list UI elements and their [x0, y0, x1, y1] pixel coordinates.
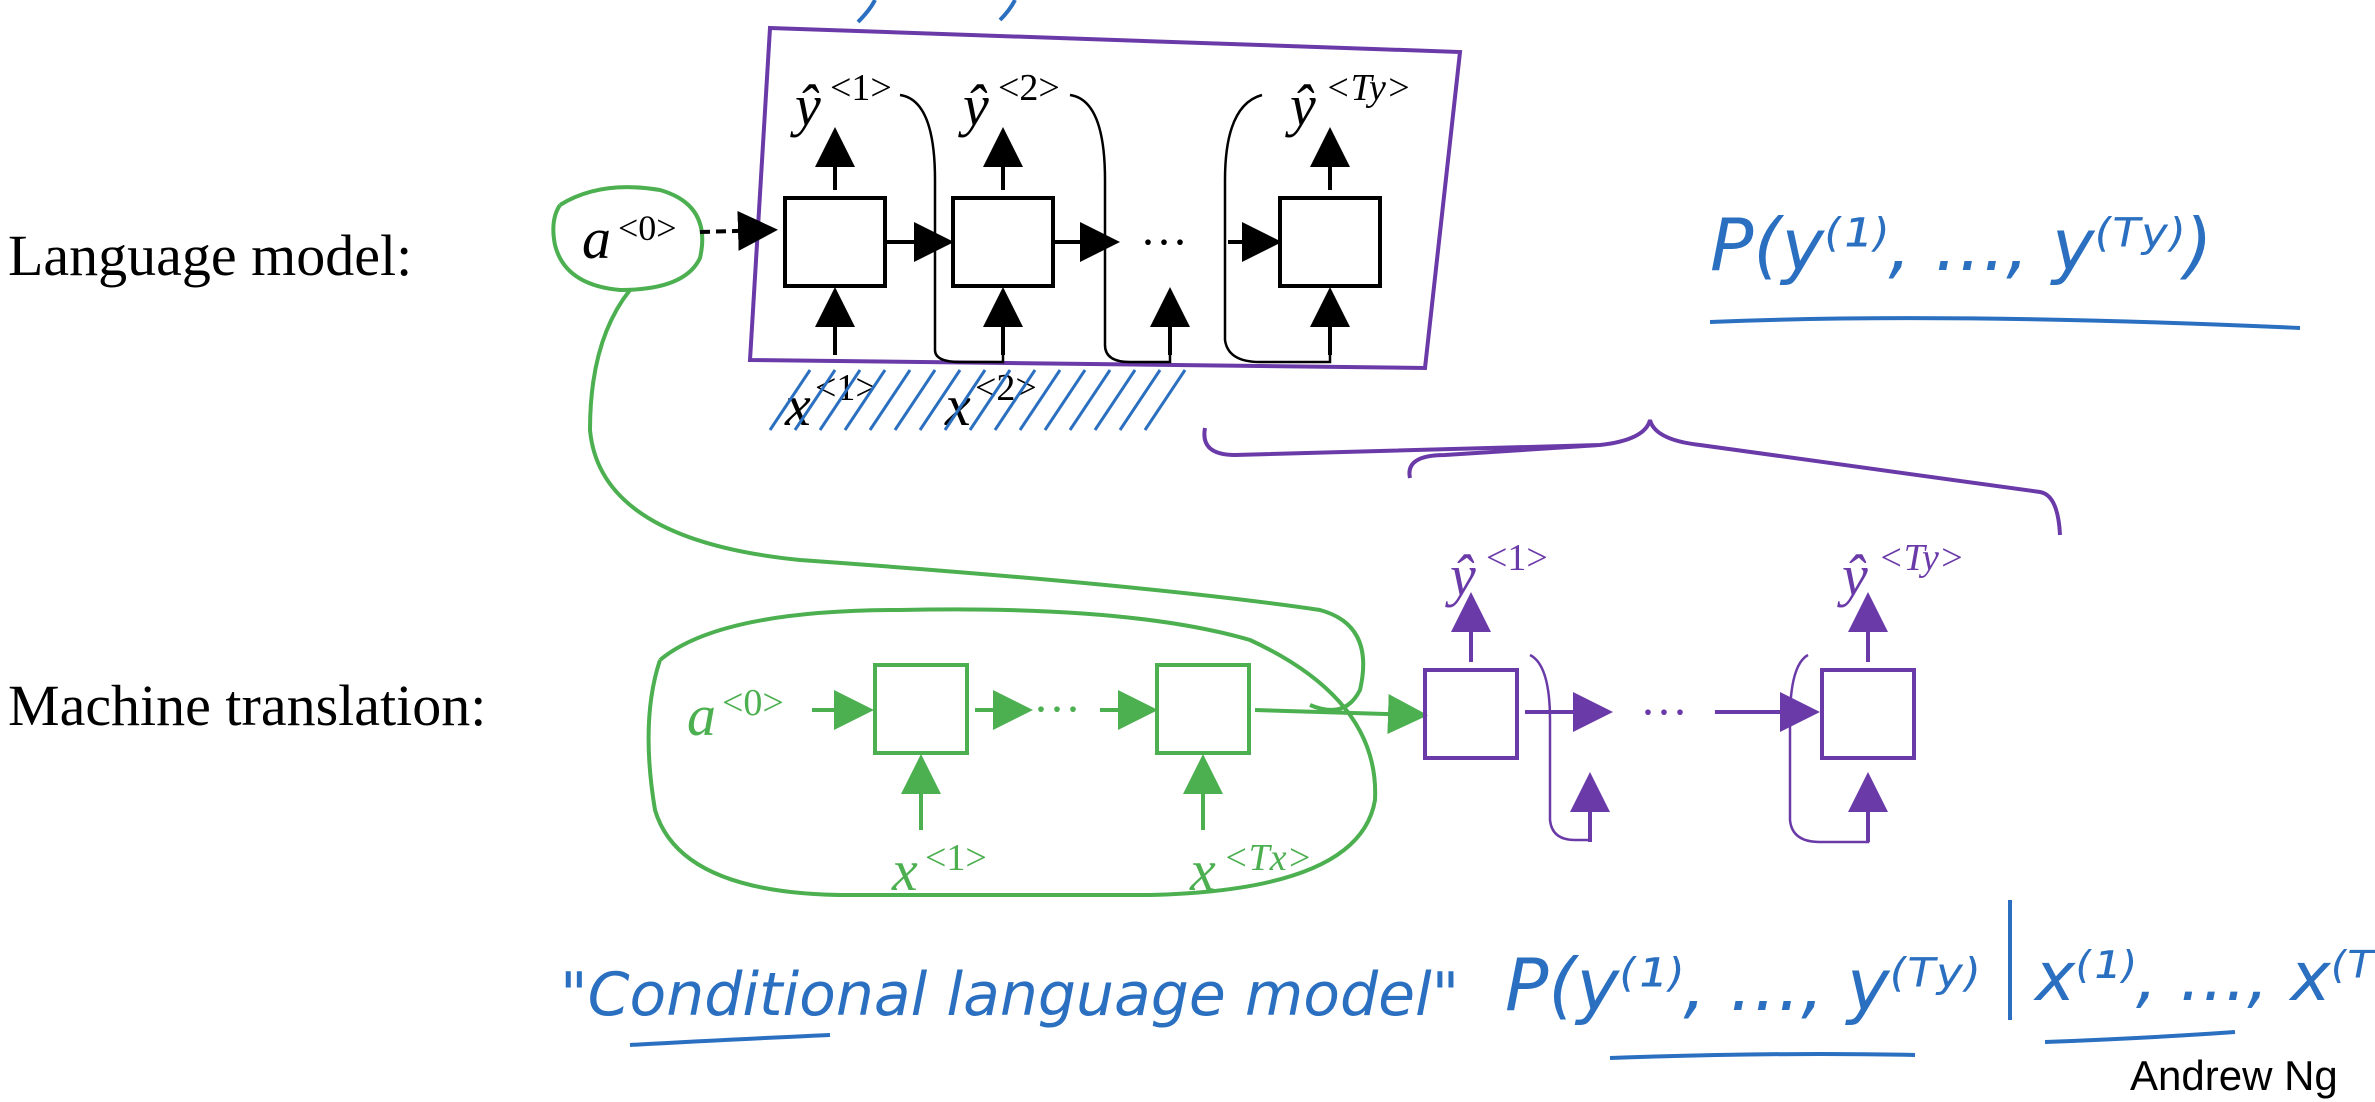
encoder-cell-tx: [1155, 663, 1251, 755]
svg-text:<1>: <1>: [830, 67, 892, 109]
lm-cell-2: [951, 196, 1055, 288]
lm-input-hatching: [768, 369, 1187, 431]
machine-translation-label: Machine translation:: [8, 673, 486, 738]
lm-feedback-2: [1069, 93, 1172, 364]
author-credit: Andrew Ng: [2130, 1052, 2338, 1099]
decoder-cell-ty: [1820, 668, 1916, 760]
mt-initial-activation: a <0>: [687, 682, 784, 748]
decoder-output-1: ŷ <1>: [1445, 537, 1548, 608]
svg-text:<1>: <1>: [925, 837, 987, 879]
svg-text:<2>: <2>: [998, 67, 1060, 109]
svg-text:a: a: [582, 206, 611, 271]
svg-text:<1>: <1>: [1486, 537, 1548, 579]
svg-text:<0>: <0>: [722, 682, 784, 724]
svg-text:ŷ: ŷ: [1837, 543, 1868, 608]
svg-text:ŷ: ŷ: [958, 73, 989, 138]
svg-text:<0>: <0>: [618, 208, 677, 248]
svg-text:a: a: [687, 683, 716, 748]
encoder-to-decoder-arrow: [1254, 694, 1428, 735]
lm-a0-circle: [551, 185, 705, 293]
annotation-underline: [629, 1033, 831, 1047]
decoder-cell-1: [1423, 668, 1519, 760]
lm-cell-ty: [1278, 196, 1382, 288]
encoder-input-1: x <1>: [891, 837, 987, 903]
svg-text:x: x: [1189, 838, 1216, 903]
decoder-feedback-2: [1788, 653, 1870, 844]
green-link-curve: [587, 288, 1366, 712]
svg-text:ŷ: ŷ: [1285, 73, 1316, 138]
lm-feedback-3: [1223, 93, 1332, 364]
lm-input-1: x <1>: [784, 367, 877, 438]
mt-probability-right: x⁽¹⁾, …, x⁽ᵀˣ⁾): [2033, 938, 2375, 1017]
svg-text:<Tx>: <Tx>: [1223, 837, 1312, 879]
svg-text:ŷ: ŷ: [1445, 543, 1476, 608]
lm-feedback-1: [899, 93, 1005, 364]
svg-text:<Ty>: <Ty>: [1325, 67, 1411, 109]
language-model-label: Language model:: [8, 223, 412, 288]
mt-probability-left: P(y⁽¹⁾, …, y⁽ᵀʸ⁾: [1505, 943, 1979, 1027]
decoder-feedback-1: [1529, 653, 1592, 842]
decoder-output-ty: ŷ <Ty>: [1837, 537, 1964, 608]
lm-output-2: ŷ <2>: [958, 67, 1060, 138]
lm-probability: P(y⁽¹⁾, …, y⁽ᵀʸ⁾): [1710, 203, 2213, 287]
lm-probability-underline: [1709, 316, 2301, 330]
decoder-ellipsis: ···: [1640, 686, 1688, 739]
lm-input-2: x <2>: [944, 367, 1037, 438]
lm-initial-activation: a <0>: [582, 206, 677, 271]
svg-text:<Ty>: <Ty>: [1878, 537, 1964, 579]
encoder-loop: [646, 607, 1378, 897]
svg-text:<1>: <1>: [815, 367, 877, 409]
lm-output-ty: ŷ <Ty>: [1285, 67, 1411, 138]
purple-brace: [1202, 419, 2062, 536]
svg-text:x: x: [944, 373, 971, 438]
svg-text:ŷ: ŷ: [790, 73, 821, 138]
mt-probability-underline-2: [2044, 1030, 2236, 1044]
lm-a0-arrow: [699, 210, 778, 251]
lm-output-1: ŷ <1>: [790, 67, 892, 138]
scribble-top: [856, 0, 1017, 24]
mt-probability-underline-1: [1609, 1052, 1916, 1060]
conditional-lm-annotation: "Conditional language model": [560, 960, 1459, 1030]
lm-cell-1: [783, 196, 887, 288]
svg-text:x: x: [891, 838, 918, 903]
lm-ellipsis: ···: [1140, 216, 1188, 269]
encoder-input-tx: x <Tx>: [1189, 837, 1312, 903]
encoder-cell-1: [873, 663, 969, 755]
encoder-ellipsis: ···: [1033, 683, 1081, 736]
